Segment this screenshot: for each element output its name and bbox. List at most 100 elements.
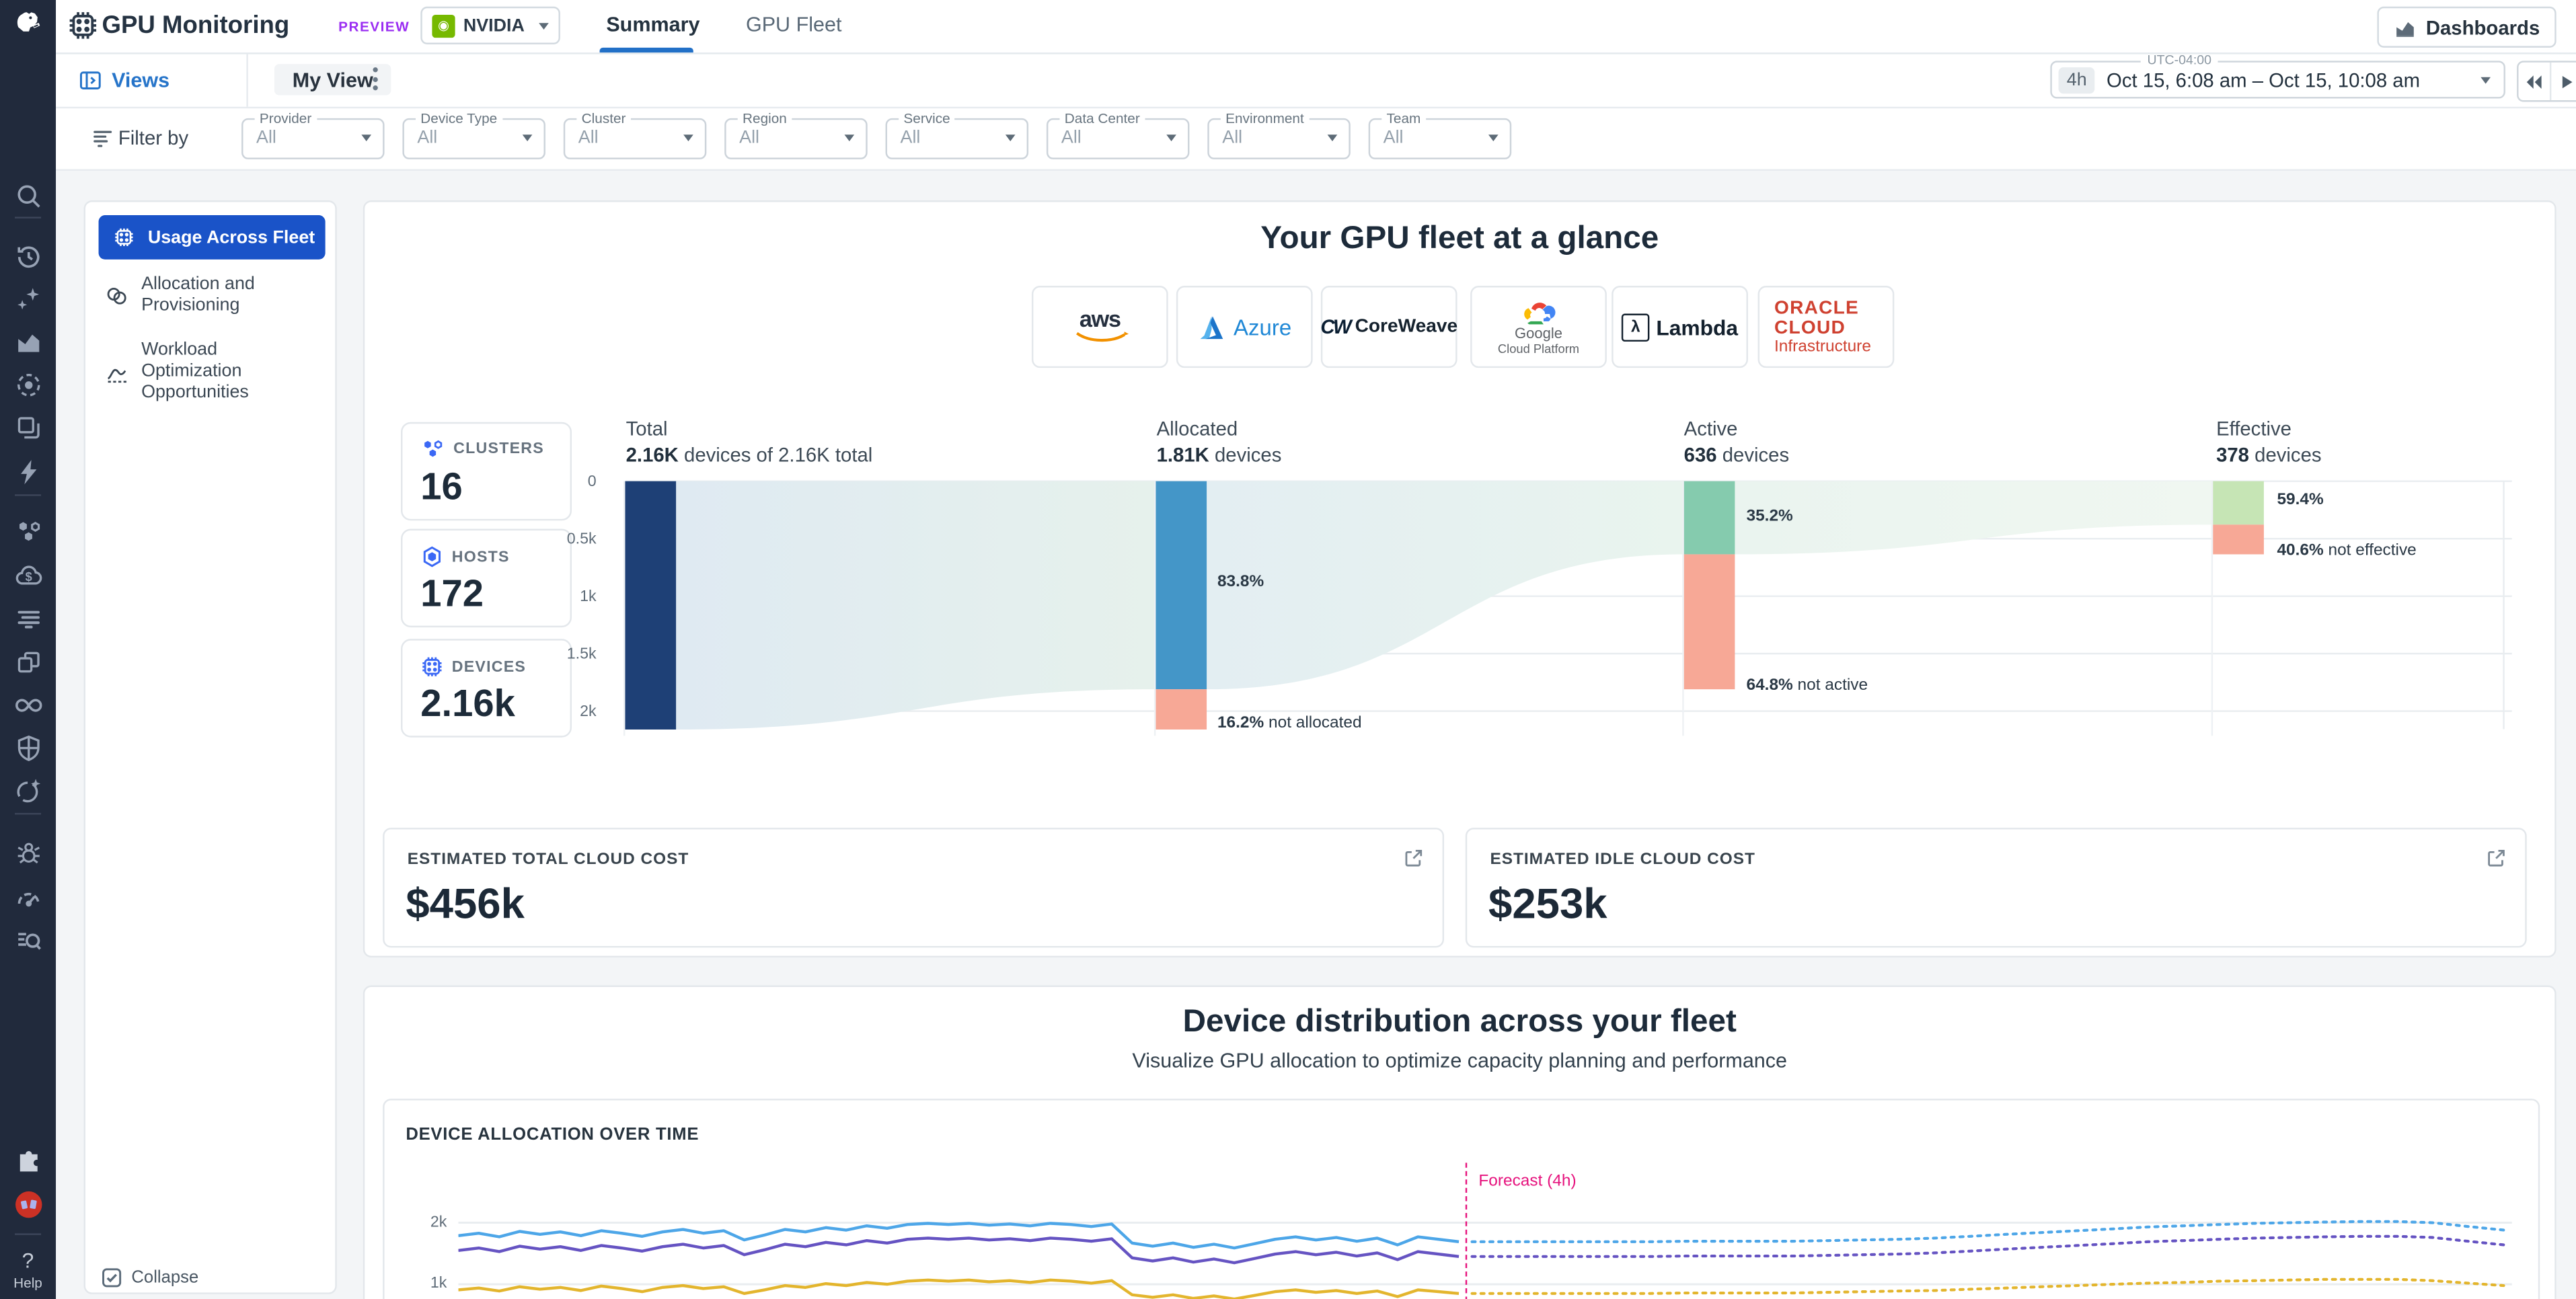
- dashboards-icon[interactable]: [13, 327, 43, 356]
- dashboards-button[interactable]: Dashboards: [2376, 6, 2556, 48]
- tab-gpu-fleet[interactable]: GPU Fleet: [745, 13, 842, 36]
- gpu-chip-icon: [67, 10, 98, 41]
- active-tab-underline: [599, 47, 693, 53]
- recent-history-icon[interactable]: [13, 241, 43, 271]
- time-step-back-button[interactable]: [2519, 62, 2551, 100]
- filter-cluster[interactable]: Cluster All: [563, 110, 707, 159]
- logs-icon[interactable]: [13, 602, 43, 632]
- collapse-toggle[interactable]: Collapse: [102, 1268, 198, 1288]
- filter-data-center[interactable]: Data Center All: [1046, 110, 1190, 159]
- funnel-header-effective: Effective 378 devices: [2216, 417, 2322, 467]
- dashboards-button-label: Dashboards: [2425, 15, 2540, 39]
- current-view-tab[interactable]: My View: [274, 64, 391, 95]
- lambda-wordmark: Lambda: [1656, 314, 1739, 340]
- view-options-kebab[interactable]: [365, 67, 384, 91]
- filter-device-type[interactable]: Device Type All: [402, 110, 545, 159]
- idle-cloud-cost-card: ESTIMATED IDLE CLOUD COST $253k: [1465, 828, 2527, 948]
- log-explorer-icon[interactable]: [13, 924, 43, 954]
- nav-item-workload-optimization[interactable]: Workload Optimization Opportunities: [99, 340, 326, 404]
- software-catalog-icon[interactable]: [13, 647, 43, 676]
- llm-observability-icon[interactable]: [13, 775, 43, 805]
- coreweave-monogram: CW: [1320, 315, 1351, 339]
- clusters-icon: [424, 440, 443, 457]
- stat-value: 16: [420, 465, 463, 508]
- cost-card-value: $253k: [1488, 878, 1607, 929]
- oracle-line3: Infrastructure: [1774, 337, 1871, 356]
- views-toggle[interactable]: Views: [56, 52, 248, 107]
- nav-item-usage-across-fleet[interactable]: Usage Across Fleet: [98, 214, 326, 260]
- collapse-label: Collapse: [131, 1267, 199, 1288]
- nav-item-allocation-provisioning[interactable]: Allocation and Provisioning: [99, 274, 326, 317]
- actions-icon[interactable]: [13, 457, 43, 486]
- gcp-line1: Google: [1515, 325, 1562, 342]
- filter-provider[interactable]: Provider All: [241, 110, 385, 159]
- funnel-axis-tick: 2k: [580, 703, 597, 721]
- external-link-icon[interactable]: [2486, 847, 2507, 869]
- aws-wordmark: aws: [1079, 305, 1121, 332]
- effective-lost-label: 40.6% not effective: [2277, 542, 2417, 560]
- search-icon[interactable]: [13, 181, 43, 210]
- sidebar-divider: [14, 216, 42, 219]
- active-kept-label: 35.2%: [1746, 507, 1793, 526]
- funnel-axis-tick: 0.5k: [566, 530, 597, 549]
- filter-bar: Filter by Provider All Device Type All Clu…: [56, 106, 2576, 171]
- chevron-down-icon: [539, 22, 549, 29]
- help-label[interactable]: Help: [13, 1274, 42, 1291]
- stat-value: 172: [420, 572, 484, 615]
- device-distribution-panel: Device distribution across your fleet Vi…: [363, 985, 2556, 1299]
- chevron-down-icon: [2480, 76, 2491, 83]
- filter-environment[interactable]: Environment All: [1207, 110, 1351, 159]
- fleet-glance-title: Your GPU fleet at a glance: [1260, 220, 1659, 257]
- top-header: GPU Monitoring PREVIEW ◉ NVIDIA Summary …: [56, 0, 2576, 54]
- cloud-cost-icon[interactable]: $: [13, 560, 43, 590]
- sidebar-divider: [14, 494, 42, 496]
- funnel-header-total: Total 2.16K devices of 2.16K total: [626, 417, 873, 467]
- monitors-gauge-icon[interactable]: [13, 882, 43, 912]
- stat-label: HOSTS: [451, 547, 510, 566]
- svg-text:$: $: [24, 569, 31, 583]
- cost-card-label: ESTIMATED IDLE CLOUD COST: [1490, 851, 1755, 869]
- filter-team[interactable]: Team All: [1368, 110, 1512, 159]
- service-management-icon[interactable]: [13, 370, 43, 399]
- infrastructure-icon[interactable]: [13, 517, 43, 547]
- stat-card-hosts: HOSTS 172: [400, 528, 572, 628]
- cost-card-label: ESTIMATED TOTAL CLOUD COST: [407, 851, 689, 869]
- checkbox-checked-icon: [102, 1268, 122, 1288]
- resource-catalog-icon[interactable]: [13, 412, 43, 442]
- datadog-logo-icon[interactable]: [13, 8, 43, 38]
- security-icon[interactable]: [13, 732, 43, 762]
- allocated-lost-label: 16.2% not allocated: [1217, 714, 1362, 733]
- azure-wordmark: Azure: [1234, 314, 1292, 340]
- stat-label: CLUSTERS: [453, 440, 544, 459]
- oracle-line1: ORACLE: [1774, 298, 1859, 318]
- views-panel-icon: [79, 71, 101, 89]
- help-icon[interactable]: ?: [22, 1248, 34, 1273]
- device-allocation-chart-card: DEVICE ALLOCATION OVER TIME 2k 1k Foreca…: [383, 1099, 2540, 1299]
- ai-sparkles-icon[interactable]: [13, 284, 43, 314]
- preview-badge: PREVIEW: [338, 17, 410, 35]
- ci-pipelines-icon[interactable]: [13, 690, 43, 719]
- funnel-axis-tick: 1.5k: [566, 645, 597, 664]
- page-title: GPU Monitoring: [102, 11, 290, 40]
- time-play-button[interactable]: [2551, 63, 2576, 100]
- external-link-icon[interactable]: [1403, 847, 1425, 869]
- gcp-line2: Cloud Platform: [1497, 342, 1580, 357]
- org-selector[interactable]: ◉ NVIDIA: [420, 6, 560, 44]
- distribution-subtitle: Visualize GPU allocation to optimize cap…: [1132, 1049, 1788, 1073]
- error-tracking-bug-icon[interactable]: [13, 838, 43, 867]
- tab-summary[interactable]: Summary: [606, 13, 700, 36]
- user-avatar[interactable]: [13, 1189, 43, 1218]
- section-nav-panel: Usage Across Fleet Allocation and Provis…: [83, 200, 337, 1294]
- gpu-chip-icon: [115, 228, 133, 247]
- time-range-picker[interactable]: UTC-04:00 4h Oct 15, 6:08 am – Oct 15, 1…: [2050, 52, 2505, 99]
- global-sidebar: $ ? Hel: [0, 0, 56, 1299]
- filter-service[interactable]: Service All: [885, 110, 1029, 159]
- stat-value: 2.16k: [420, 681, 515, 725]
- filter-region[interactable]: Region All: [724, 110, 868, 159]
- integrations-puzzle-icon[interactable]: [13, 1146, 43, 1176]
- area-chart-icon: [2396, 21, 2413, 36]
- stat-card-devices: DEVICES 2.16k: [400, 639, 572, 738]
- provider-card-aws: aws: [1031, 286, 1168, 368]
- funnel-axis-tick: 0: [587, 473, 597, 491]
